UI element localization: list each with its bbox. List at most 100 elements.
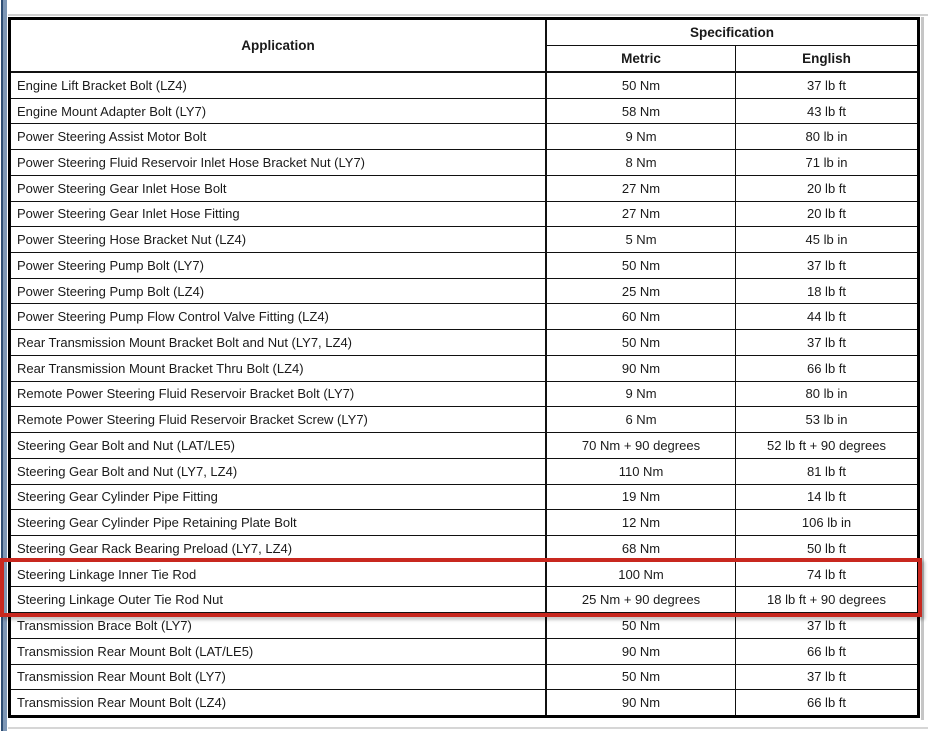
cell-english: 44 lb ft xyxy=(806,309,847,325)
cell-metric: 90 Nm xyxy=(547,638,736,664)
cell-application: Steering Gear Bolt and Nut (LY7, LZ4) xyxy=(11,458,547,484)
cell-application: Engine Lift Bracket Bolt (LZ4) xyxy=(11,73,547,98)
table-row: Power Steering Pump Bolt (LZ4) 25 Nm 18 … xyxy=(11,278,917,305)
table-row: Steering Gear Cylinder Pipe Fitting 19 N… xyxy=(11,484,917,511)
table-header: Application Specification Metric English xyxy=(11,20,917,73)
cell-english: 66 lb ft xyxy=(806,360,847,376)
table-row: Rear Transmission Mount Bracket Bolt and… xyxy=(11,330,917,356)
cell-metric: 90 Nm xyxy=(547,690,736,715)
cell-english: 37 lb ft xyxy=(806,257,847,273)
cell-metric: 110 Nm xyxy=(547,458,736,484)
cell-application: Remote Power Steering Fluid Reservoir Br… xyxy=(11,407,547,433)
cell-english: 66 lb ft xyxy=(806,643,847,659)
cell-metric: 27 Nm xyxy=(547,201,736,227)
table-row: Power Steering Gear Inlet Hose Fitting 2… xyxy=(11,201,917,228)
cell-metric: 100 Nm xyxy=(547,561,736,587)
cell-metric: 25 Nm + 90 degrees xyxy=(547,587,736,613)
cell-english: 71 lb in xyxy=(805,155,848,171)
table-row: Power Steering Hose Bracket Nut (LZ4) 5 … xyxy=(11,227,917,254)
table-row: Power Steering Pump Flow Control Valve F… xyxy=(11,304,917,331)
table-row: Transmission Rear Mount Bolt (LZ4) 90 Nm… xyxy=(11,690,917,715)
table-row: Remote Power Steering Fluid Reservoir Br… xyxy=(11,381,917,408)
table-row: Steering Gear Bolt and Nut (LY7, LZ4) 11… xyxy=(11,458,917,485)
cell-application: Power Steering Pump Flow Control Valve F… xyxy=(11,304,547,330)
cell-metric: 50 Nm xyxy=(547,253,736,278)
header-application: Application xyxy=(11,20,547,71)
cell-metric: 50 Nm xyxy=(547,330,736,355)
header-metric: Metric xyxy=(547,46,736,71)
window-left-edge-dark xyxy=(1,0,3,731)
table-right-shadow xyxy=(921,17,924,720)
header-english: English xyxy=(802,51,851,66)
table-row: Steering Gear Rack Bearing Preload (LY7,… xyxy=(11,535,917,562)
header-specification-group: Specification Metric English xyxy=(547,20,917,71)
cell-english: 37 lb ft xyxy=(806,335,847,351)
cell-metric: 12 Nm xyxy=(547,510,736,535)
cell-application: Rear Transmission Mount Bracket Bolt and… xyxy=(11,330,547,355)
cell-metric: 50 Nm xyxy=(547,664,736,690)
table-row: Steering Gear Bolt and Nut (LAT/LE5) 70 … xyxy=(11,433,917,459)
cell-application: Remote Power Steering Fluid Reservoir Br… xyxy=(11,381,547,407)
cell-metric: 19 Nm xyxy=(547,484,736,510)
cell-application: Power Steering Fluid Reservoir Inlet Hos… xyxy=(11,150,547,175)
cell-english: 80 lb in xyxy=(805,386,848,402)
cell-metric: 27 Nm xyxy=(547,175,736,201)
table-row: Rear Transmission Mount Bracket Thru Bol… xyxy=(11,355,917,382)
cell-application: Transmission Brace Bolt (LY7) xyxy=(11,613,547,638)
cell-metric: 25 Nm xyxy=(547,278,736,304)
cell-english: 18 lb ft + 90 degrees xyxy=(767,592,886,608)
cell-english: 37 lb ft xyxy=(806,617,847,633)
table-row: Engine Mount Adapter Bolt (LY7) 58 Nm 43… xyxy=(11,98,917,125)
table-row: Steering Gear Cylinder Pipe Retaining Pl… xyxy=(11,510,917,536)
cell-application: Transmission Rear Mount Bolt (LY7) xyxy=(11,664,547,690)
cell-metric: 5 Nm xyxy=(547,227,736,253)
cell-metric: 90 Nm xyxy=(547,355,736,381)
cell-application: Power Steering Assist Motor Bolt xyxy=(11,124,547,150)
cell-metric: 50 Nm xyxy=(547,73,736,98)
cell-english: 52 lb ft + 90 degrees xyxy=(767,437,886,453)
cell-english: 43 lb ft xyxy=(806,103,847,119)
cell-english: 37 lb ft xyxy=(806,669,847,685)
cell-english: 80 lb in xyxy=(805,129,848,145)
cell-application: Power Steering Pump Bolt (LY7) xyxy=(11,253,547,278)
cell-metric: 8 Nm xyxy=(547,150,736,175)
cell-application: Steering Gear Bolt and Nut (LAT/LE5) xyxy=(11,433,547,458)
table-row: Power Steering Fluid Reservoir Inlet Hos… xyxy=(11,150,917,176)
cell-metric: 9 Nm xyxy=(547,381,736,407)
table-row: Power Steering Gear Inlet Hose Bolt 27 N… xyxy=(11,175,917,202)
cell-application: Power Steering Pump Bolt (LZ4) xyxy=(11,278,547,304)
cell-application: Steering Linkage Outer Tie Rod Nut xyxy=(11,587,547,613)
cell-metric: 6 Nm xyxy=(547,407,736,433)
table-row: Steering Linkage Outer Tie Rod Nut 25 Nm… xyxy=(11,587,917,614)
torque-spec-table: Application Specification Metric English… xyxy=(8,17,920,718)
table-row: Transmission Rear Mount Bolt (LAT/LE5) 9… xyxy=(11,638,917,665)
cell-application: Power Steering Gear Inlet Hose Bolt xyxy=(11,175,547,201)
cell-metric: 9 Nm xyxy=(547,124,736,150)
cell-english: 20 lb ft xyxy=(806,206,847,222)
cell-english: 20 lb ft xyxy=(806,180,847,196)
cell-metric: 50 Nm xyxy=(547,613,736,638)
cell-english: 37 lb ft xyxy=(806,77,847,93)
cell-application: Power Steering Hose Bracket Nut (LZ4) xyxy=(11,227,547,253)
cell-english: 14 lb ft xyxy=(806,489,847,505)
cell-application: Steering Gear Cylinder Pipe Retaining Pl… xyxy=(11,510,547,535)
cell-english: 74 lb ft xyxy=(806,566,847,582)
table-row: Steering Linkage Inner Tie Rod 100 Nm 74… xyxy=(11,561,917,588)
table-top-hairline xyxy=(8,14,928,16)
table-row: Transmission Brace Bolt (LY7) 50 Nm 37 l… xyxy=(11,613,917,639)
cell-application: Steering Gear Rack Bearing Preload (LY7,… xyxy=(11,535,547,561)
cell-application: Steering Linkage Inner Tie Rod xyxy=(11,561,547,587)
cell-application: Transmission Rear Mount Bolt (LZ4) xyxy=(11,690,547,715)
cell-metric: 60 Nm xyxy=(547,304,736,330)
table-row: Power Steering Pump Bolt (LY7) 50 Nm 37 … xyxy=(11,253,917,279)
cell-application: Transmission Rear Mount Bolt (LAT/LE5) xyxy=(11,638,547,664)
window-left-edge-light xyxy=(3,0,7,731)
table-row: Remote Power Steering Fluid Reservoir Br… xyxy=(11,407,917,434)
cell-english: 53 lb in xyxy=(805,412,848,428)
cell-application: Power Steering Gear Inlet Hose Fitting xyxy=(11,201,547,227)
header-subrow: Metric English xyxy=(547,46,917,71)
cell-application: Rear Transmission Mount Bracket Thru Bol… xyxy=(11,355,547,381)
header-specification: Specification xyxy=(547,20,917,46)
table-row: Power Steering Assist Motor Bolt 9 Nm 80… xyxy=(11,124,917,151)
